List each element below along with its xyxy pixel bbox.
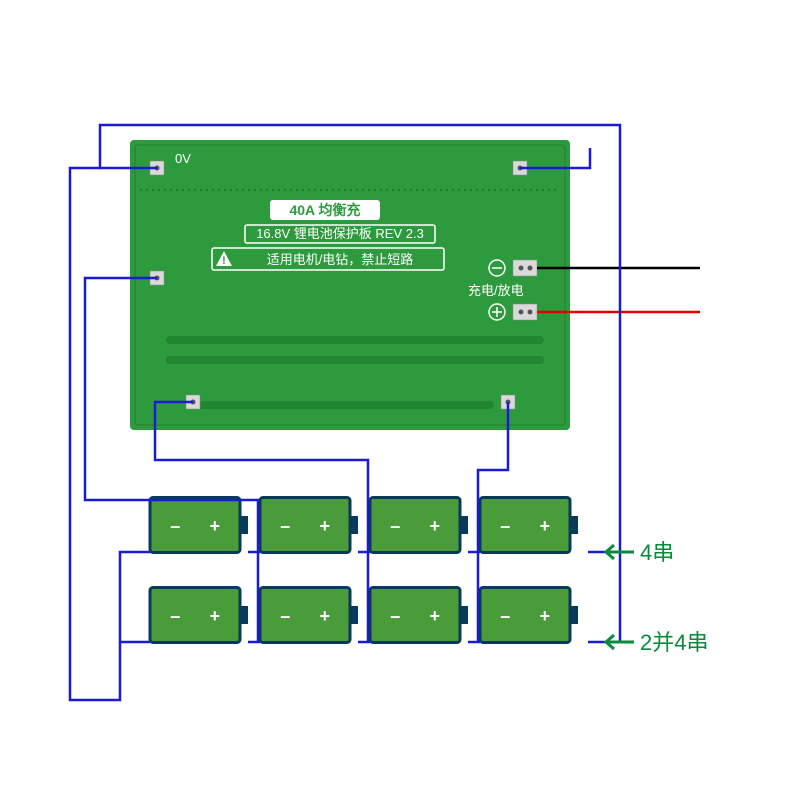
battery-minus-icon: – — [500, 606, 510, 626]
battery-plus-icon: + — [210, 606, 221, 626]
battery-plus-icon: + — [430, 516, 441, 536]
current-badge: 40A 均衡充 — [270, 200, 380, 220]
battery-cell: –+ — [480, 588, 578, 643]
svg-text:!: ! — [222, 255, 226, 267]
battery-plus-icon: + — [540, 516, 551, 536]
battery-plus-icon: + — [210, 516, 221, 536]
badge-text: 40A 均衡充 — [289, 202, 360, 218]
battery-minus-icon: – — [390, 516, 400, 536]
battery-minus-icon: – — [280, 606, 290, 626]
battery-plus-icon: + — [540, 606, 551, 626]
label-0v: 0V — [175, 151, 191, 166]
power-label: 充电/放电 — [468, 283, 524, 298]
battery-cell: –+ — [370, 588, 468, 643]
config-labels: 4串 2并4串 — [606, 540, 708, 655]
battery-cell: –+ — [260, 498, 358, 553]
battery-minus-icon: – — [170, 606, 180, 626]
battery-cell: –+ — [150, 498, 248, 553]
desc2-text: 适用电机/电钻，禁止短路 — [267, 252, 414, 267]
battery-minus-icon: – — [390, 606, 400, 626]
battery-plus-icon: + — [430, 606, 441, 626]
battery-plus-icon: + — [320, 606, 331, 626]
battery-minus-icon: – — [500, 516, 510, 536]
battery-cell: –+ — [370, 498, 468, 553]
battery-minus-icon: – — [170, 516, 180, 536]
config-row1: 4串 — [640, 540, 674, 565]
desc1-text: 16.8V 锂电池保护板 REV 2.3 — [256, 226, 424, 241]
battery-bank: –+–+–+–+–+–+–+–+ — [150, 498, 578, 643]
battery-cell: –+ — [480, 498, 578, 553]
battery-plus-icon: + — [320, 516, 331, 536]
config-row2: 2并4串 — [640, 630, 708, 655]
battery-minus-icon: – — [280, 516, 290, 536]
battery-cell: –+ — [150, 588, 248, 643]
battery-cell: –+ — [260, 588, 358, 643]
